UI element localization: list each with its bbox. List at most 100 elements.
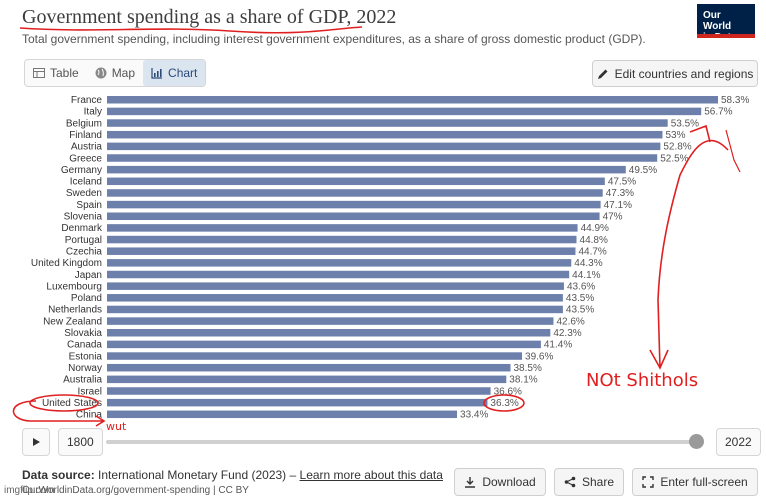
category-label: Canada	[67, 340, 102, 351]
bar[interactable]	[107, 119, 668, 127]
category-label: United States	[42, 398, 102, 409]
share-icon	[564, 476, 576, 488]
category-label: Japan	[75, 270, 102, 281]
value-label: 52.5%	[660, 153, 688, 164]
bar[interactable]	[107, 305, 563, 314]
category-label: Sweden	[66, 188, 102, 199]
category-label: Portugal	[65, 235, 102, 246]
bar[interactable]	[107, 96, 718, 104]
value-label: 47.3%	[606, 188, 634, 199]
bar[interactable]	[107, 165, 626, 174]
source-text: International Monetary Fund (2023) –	[98, 468, 297, 482]
bar[interactable]	[107, 363, 511, 372]
share-button[interactable]: Share	[554, 468, 624, 496]
value-label: 33.4%	[460, 410, 488, 421]
fullscreen-button[interactable]: Enter full-screen	[632, 468, 758, 496]
edit-countries-button[interactable]: Edit countries and regions	[592, 60, 758, 87]
bar[interactable]	[107, 224, 578, 232]
category-label: China	[76, 410, 103, 421]
category-label: United Kingdom	[31, 258, 102, 269]
end-year[interactable]: 2022	[716, 428, 761, 456]
start-year[interactable]: 1800	[58, 428, 103, 456]
category-label: Israel	[78, 386, 102, 397]
value-label: 58.3%	[721, 95, 749, 106]
edit-countries-label: Edit countries and regions	[614, 66, 754, 81]
bar[interactable]	[107, 200, 601, 209]
category-label: Norway	[68, 363, 102, 374]
tab-table[interactable]: Table	[25, 60, 87, 86]
chart-title: Government spending as a share of GDP, 2…	[22, 6, 397, 28]
category-label: Slovakia	[64, 328, 102, 339]
value-label: 47%	[603, 212, 623, 223]
bar[interactable]	[107, 154, 658, 162]
bar[interactable]	[107, 247, 576, 255]
category-label: Slovenia	[64, 212, 103, 223]
bar[interactable]	[107, 107, 702, 116]
credit-text[interactable]: OurWorldinData.org/government-spending |…	[22, 485, 249, 496]
bar[interactable]	[107, 177, 605, 186]
bar[interactable]	[107, 142, 661, 151]
value-label: 41.4%	[544, 340, 572, 351]
play-icon	[33, 438, 40, 446]
source-label: Data source:	[22, 468, 95, 482]
value-label: 47.5%	[608, 177, 636, 188]
bar[interactable]	[107, 294, 563, 302]
table-icon	[33, 68, 45, 78]
logo-accent-bar	[697, 34, 755, 38]
bar[interactable]	[107, 317, 554, 325]
timeline-track[interactable]	[106, 440, 702, 444]
bar[interactable]	[107, 410, 458, 419]
bar[interactable]	[107, 282, 564, 290]
category-label: Luxembourg	[46, 281, 102, 292]
tab-map[interactable]: Map	[87, 60, 143, 86]
bar[interactable]	[107, 130, 663, 139]
globe-icon	[95, 67, 107, 79]
value-label: 38.5%	[513, 363, 541, 374]
category-label: Belgium	[66, 118, 102, 129]
timeline-handle[interactable]	[689, 434, 704, 449]
tab-chart[interactable]: Chart	[143, 60, 206, 86]
logo-line-1: Our World	[703, 10, 732, 32]
bar[interactable]	[107, 352, 523, 360]
category-label: Czechia	[66, 246, 103, 257]
category-label: Estonia	[69, 351, 103, 362]
timeline: 1800 2022	[22, 428, 761, 456]
value-label: 43.5%	[566, 305, 594, 316]
bar[interactable]	[107, 259, 572, 267]
imgflip-watermark: imgflip.com	[4, 485, 55, 496]
value-label: 44.8%	[580, 235, 608, 246]
download-button[interactable]: Download	[454, 468, 546, 496]
bar[interactable]	[107, 387, 491, 395]
bar[interactable]	[107, 340, 541, 349]
bar-chart: France 58.3% Italy 56.7% Belgium 53.5% Finland…	[31, 95, 750, 421]
credit-line: OurWorldinData.org/government-spending |…	[4, 485, 249, 496]
tab-map-label: Map	[111, 66, 136, 80]
value-label: 42.6%	[556, 316, 584, 327]
category-label: New Zealand	[43, 316, 102, 327]
bar[interactable]	[107, 398, 488, 407]
value-label: 44.7%	[578, 246, 606, 257]
download-icon	[465, 477, 476, 488]
owid-logo[interactable]: Our World in Data	[697, 4, 755, 43]
category-label: Netherlands	[48, 305, 102, 316]
bar[interactable]	[107, 212, 600, 221]
value-label: 44.1%	[572, 270, 600, 281]
bar[interactable]	[107, 375, 507, 384]
tab-chart-label: Chart	[168, 66, 198, 80]
category-label: Italy	[84, 107, 102, 118]
chart-icon	[151, 68, 163, 79]
learn-more-link[interactable]: Learn more about this data	[299, 468, 443, 482]
bar[interactable]	[107, 329, 551, 337]
bar[interactable]	[107, 189, 603, 197]
value-label: 53%	[665, 130, 685, 141]
value-label: 42.3%	[553, 328, 581, 339]
category-label: Spain	[76, 200, 102, 211]
share-label: Share	[581, 475, 615, 489]
bar[interactable]	[107, 270, 570, 279]
category-label: Iceland	[70, 177, 102, 188]
expand-icon	[642, 476, 655, 488]
play-button[interactable]	[22, 428, 50, 456]
bar[interactable]	[107, 235, 577, 244]
category-label: France	[71, 95, 103, 106]
category-label: Germany	[61, 165, 102, 176]
